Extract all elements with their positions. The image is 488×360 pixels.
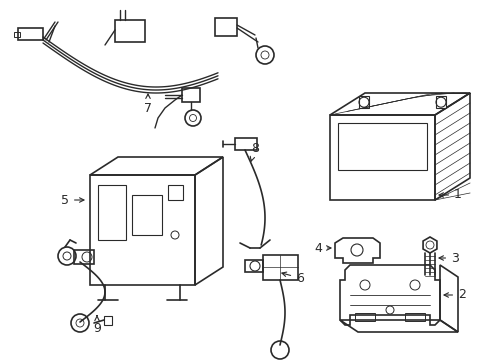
Bar: [235, 138, 257, 150]
Text: 5: 5: [61, 194, 84, 207]
Bar: [337, 123, 426, 170]
Bar: [14, 32, 20, 37]
Bar: [329, 115, 434, 200]
Bar: [215, 18, 237, 36]
Text: 2: 2: [443, 288, 465, 302]
Bar: [132, 195, 162, 235]
Text: 7: 7: [143, 94, 152, 114]
Bar: [358, 96, 368, 108]
Bar: [74, 250, 94, 264]
Bar: [18, 28, 43, 40]
Bar: [90, 175, 195, 285]
Bar: [244, 260, 263, 272]
Bar: [263, 255, 297, 280]
Text: 4: 4: [313, 242, 330, 255]
Bar: [104, 316, 112, 325]
Text: 9: 9: [93, 316, 101, 334]
Bar: [354, 313, 374, 321]
Text: 6: 6: [281, 271, 304, 284]
Text: 3: 3: [438, 252, 458, 265]
Bar: [404, 313, 424, 321]
Bar: [182, 88, 200, 102]
Bar: [115, 20, 145, 42]
Text: 8: 8: [250, 141, 259, 161]
Bar: [435, 96, 445, 108]
Text: 1: 1: [438, 189, 461, 202]
Bar: [168, 185, 183, 200]
Bar: [98, 185, 126, 240]
